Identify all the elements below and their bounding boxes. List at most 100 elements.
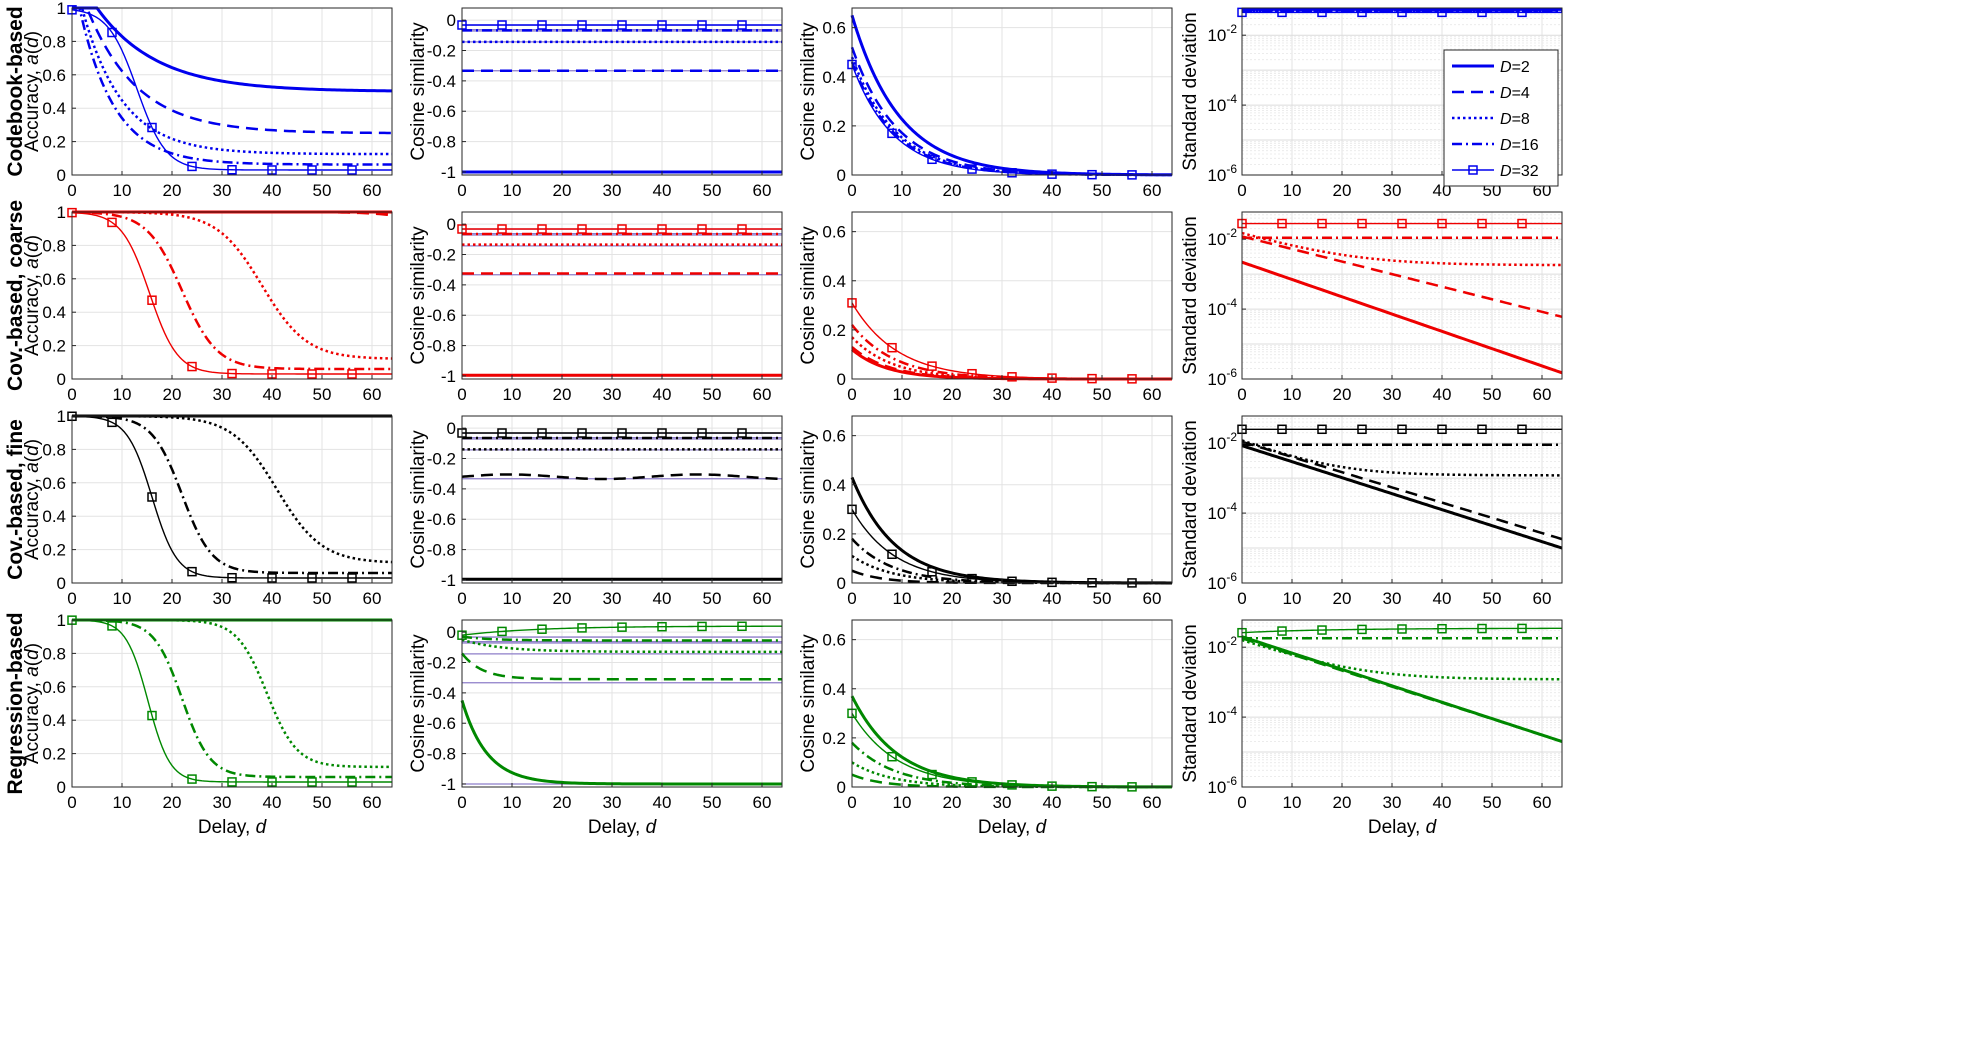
y-tick-label: 10-4 [1207, 92, 1237, 115]
series-D32-marker [967, 368, 977, 379]
series-D16 [71, 211, 392, 371]
x-axis-label: Delay, d [198, 817, 268, 838]
series-D32-marker [1477, 623, 1487, 634]
y-tick-label: 10-2 [1207, 430, 1237, 453]
x-tick-label: 50 [1093, 793, 1112, 812]
series-D32-marker [1317, 218, 1327, 229]
legend-marker [1468, 165, 1478, 175]
series-D32-marker [737, 428, 747, 438]
x-tick-label: 10 [503, 589, 522, 608]
x-tick-label: 50 [1093, 589, 1112, 608]
x-tick-label: 60 [1533, 385, 1552, 404]
series-D32-marker [657, 621, 667, 632]
y-tick-label: 0 [447, 215, 456, 234]
series-D32-marker [577, 623, 587, 633]
x-tick-label: 30 [603, 793, 622, 812]
y-tick-label: 0.2 [822, 729, 846, 748]
x-tick-label: 10 [1283, 385, 1302, 404]
series-D2 [1241, 260, 1563, 375]
series-D32-marker [107, 417, 117, 428]
x-tick-label: 40 [263, 385, 282, 404]
x-tick-label: 10 [503, 793, 522, 812]
y-axis-label: Cosine similarity [798, 226, 819, 365]
plot-area [72, 212, 392, 379]
x-tick-label: 10 [1283, 793, 1302, 812]
y-tick-label: 10-6 [1207, 570, 1237, 593]
x-tick-label: 50 [703, 385, 722, 404]
x-tick-label: 40 [263, 181, 282, 200]
y-tick-label: 10-6 [1207, 366, 1237, 389]
series-D32-marker [537, 224, 547, 234]
legend-label-D16: D=16 [1500, 137, 1539, 154]
x-tick-label: 10 [1283, 181, 1302, 200]
series-D32-marker [737, 20, 747, 30]
series-D32-marker [147, 295, 157, 305]
series-D8 [72, 414, 393, 564]
y-tick-label: -0.6 [427, 714, 456, 733]
series-D32-marker [1437, 623, 1447, 634]
x-tick-label: 40 [653, 793, 672, 812]
plot-area [72, 620, 392, 787]
x-tick-label: 0 [67, 589, 76, 608]
row-label: Codebook-based [4, 6, 27, 176]
axes-frame [71, 619, 393, 788]
x-tick-label: 60 [753, 793, 772, 812]
row-label: Cov.-based, coarse [4, 200, 27, 391]
x-tick-label: 50 [703, 589, 722, 608]
y-axis-label: Standard deviation [1180, 216, 1201, 374]
x-tick-label: 0 [67, 793, 76, 812]
series-D32-marker [307, 573, 317, 583]
plot-area [852, 8, 1172, 175]
series-D32-marker [187, 774, 197, 784]
x-tick-label: 40 [1433, 793, 1452, 812]
series-D32-marker [147, 492, 157, 502]
series-D32-marker [347, 165, 357, 175]
x-tick-label: 40 [653, 385, 672, 404]
series-D32-marker [1357, 218, 1367, 229]
series-D32-marker [737, 621, 747, 632]
series-D2 [72, 6, 393, 93]
series-D32-marker [497, 20, 507, 30]
x-tick-label: 50 [703, 181, 722, 200]
plot-area [852, 416, 1172, 583]
x-tick-label: 0 [1237, 181, 1246, 200]
series-D32-marker [1047, 169, 1057, 179]
y-axis-label: Accuracy, a(d) [22, 31, 43, 152]
series-D2 [1241, 444, 1563, 550]
x-tick-label: 20 [943, 385, 962, 404]
x-tick-label: 20 [163, 181, 182, 200]
series-D32-marker [697, 621, 707, 632]
y-tick-label: 0 [447, 623, 456, 642]
y-tick-label: -0.2 [427, 450, 456, 469]
y-axis-label: Accuracy, a(d) [22, 235, 43, 356]
axes-frame [851, 415, 1173, 584]
x-tick-label: 20 [163, 385, 182, 404]
series-D32-marker [697, 428, 707, 438]
y-axis-label: Cosine similarity [408, 430, 429, 569]
y-tick-label: -0.2 [427, 654, 456, 673]
plot-area [462, 620, 782, 787]
series-D32-marker [307, 165, 317, 175]
x-tick-label: 60 [1143, 181, 1162, 200]
y-tick-label: 0.2 [822, 117, 846, 136]
x-tick-label: 30 [993, 589, 1012, 608]
x-tick-label: 30 [1383, 589, 1402, 608]
series-D32-marker [1047, 373, 1057, 383]
x-tick-label: 60 [1143, 793, 1162, 812]
y-tick-label: 0.6 [42, 678, 66, 697]
plot-area [1242, 212, 1562, 379]
x-tick-label: 20 [1333, 385, 1352, 404]
y-tick-label: 0 [837, 574, 846, 593]
series-D32-marker [697, 20, 707, 30]
series-D32-marker [657, 428, 667, 438]
series-D32-marker [1397, 424, 1407, 435]
y-tick-label: 0.8 [42, 236, 66, 255]
series-D32-marker [107, 621, 117, 631]
series-D32-marker [1397, 218, 1407, 229]
legend-label-D4: D=4 [1500, 85, 1530, 102]
series-D32-marker [577, 428, 587, 438]
